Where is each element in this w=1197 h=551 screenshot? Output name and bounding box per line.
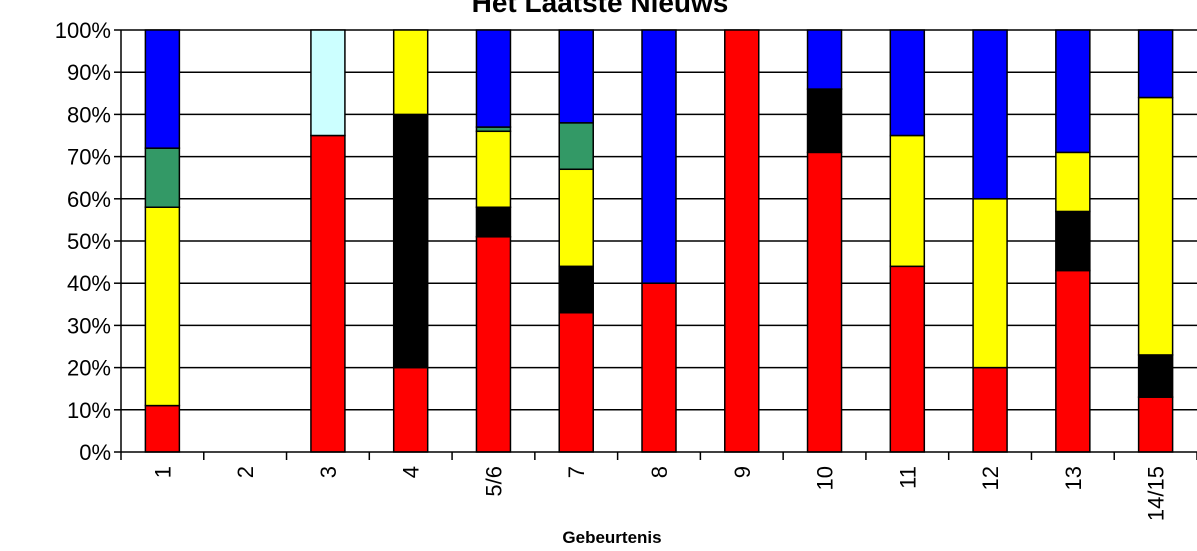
axis-layer: 0%10%20%30%40%50%60%70%80%90%100%1 2 3 4 5/6… bbox=[55, 18, 1197, 521]
bar-segment bbox=[889, 265, 926, 453]
bar-segment bbox=[558, 265, 594, 314]
bar-segment bbox=[1055, 269, 1091, 453]
x-tick-label: 1 bbox=[150, 466, 175, 478]
bar-segment bbox=[806, 88, 843, 154]
x-tick-label: 4 bbox=[399, 466, 424, 478]
y-tick-label: 0% bbox=[79, 440, 111, 465]
bar-segment bbox=[475, 206, 512, 238]
x-tick-label: 10 bbox=[813, 466, 838, 490]
bar-segment bbox=[1055, 151, 1091, 213]
bars-layer bbox=[144, 29, 1174, 453]
x-tick-label: 13 bbox=[1061, 466, 1086, 490]
x-tick-label: 2 bbox=[233, 466, 258, 478]
bar-segment bbox=[558, 311, 594, 453]
bar-segment bbox=[144, 206, 181, 407]
y-tick-label: 50% bbox=[67, 229, 111, 254]
x-tick-label: 8 bbox=[647, 466, 672, 478]
x-axis-label: Gebeurtenis bbox=[562, 528, 661, 547]
chart-title: Het Laatste Nieuws bbox=[472, 0, 729, 18]
bar-segment bbox=[392, 366, 429, 453]
bar-segment bbox=[889, 134, 926, 268]
bar-segment bbox=[1055, 210, 1091, 272]
bar-segment bbox=[144, 29, 181, 149]
bar-segment bbox=[475, 236, 512, 453]
y-tick-label: 40% bbox=[67, 271, 111, 296]
y-tick-label: 60% bbox=[67, 187, 111, 212]
y-tick-label: 70% bbox=[67, 145, 111, 170]
x-tick-label: 7 bbox=[564, 466, 589, 478]
bar-segment bbox=[806, 151, 843, 453]
bar-segment bbox=[558, 29, 594, 124]
bar-segment bbox=[392, 113, 429, 369]
bar-segment bbox=[310, 134, 346, 453]
bar-segment bbox=[641, 29, 677, 284]
bar-segment bbox=[144, 404, 181, 453]
bar-segment bbox=[972, 198, 1008, 369]
bar-segment bbox=[889, 29, 926, 137]
bar-segment bbox=[475, 29, 512, 128]
bar-segment bbox=[1137, 354, 1174, 398]
bar-segment bbox=[144, 147, 181, 208]
bar-segment bbox=[558, 122, 594, 171]
x-tick-label: 9 bbox=[730, 466, 755, 478]
y-tick-label: 20% bbox=[67, 356, 111, 381]
y-tick-label: 80% bbox=[67, 102, 111, 127]
bar-segment bbox=[972, 366, 1008, 453]
x-tick-label: 3 bbox=[316, 466, 341, 478]
y-tick-label: 100% bbox=[55, 18, 111, 43]
y-tick-label: 30% bbox=[67, 313, 111, 338]
x-tick-label: 12 bbox=[978, 466, 1003, 490]
bar-segment bbox=[724, 29, 760, 453]
bar-segment bbox=[1055, 29, 1091, 154]
bar-segment bbox=[1137, 29, 1174, 99]
bar-segment bbox=[972, 29, 1008, 200]
bar-segment bbox=[1137, 96, 1174, 356]
bar-segment bbox=[1137, 396, 1174, 453]
bar-segment bbox=[310, 29, 346, 137]
y-tick-label: 90% bbox=[67, 60, 111, 85]
x-tick-label: 5/6 bbox=[481, 466, 506, 497]
bar-segment bbox=[392, 29, 429, 116]
bar-segment bbox=[558, 168, 594, 268]
bar-segment bbox=[475, 130, 512, 208]
y-tick-label: 10% bbox=[67, 398, 111, 423]
bar-segment bbox=[806, 29, 843, 90]
x-tick-label: 11 bbox=[895, 466, 920, 489]
bar-segment bbox=[641, 282, 677, 453]
x-tick-label: 14/15 bbox=[1144, 466, 1169, 521]
